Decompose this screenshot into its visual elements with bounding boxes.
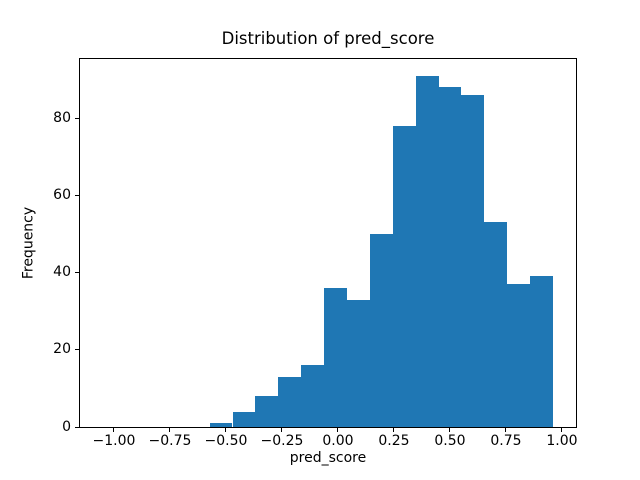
x-axis-tick-mark — [281, 428, 283, 432]
y-axis-tick-mark — [75, 426, 79, 428]
y-axis-tick-label: 60 — [53, 186, 71, 203]
y-axis-label: Frequency — [20, 206, 37, 280]
y-axis-tick-label: 80 — [53, 109, 71, 126]
x-axis-tick-label: 0.25 — [378, 433, 410, 449]
histogram-bar — [278, 376, 302, 427]
x-axis-tick-mark — [505, 428, 507, 432]
y-axis-tick-label: 0 — [62, 418, 71, 435]
y-axis-tick-mark — [75, 349, 79, 351]
histogram-bar — [209, 423, 233, 427]
x-axis-tick-label: −0.75 — [148, 433, 192, 449]
x-axis-tick-mark — [561, 428, 563, 432]
x-axis-tick-label: 1.00 — [546, 433, 578, 449]
y-axis-tick-mark — [75, 194, 79, 196]
x-axis-tick-label: −0.25 — [260, 433, 304, 449]
y-axis-tick-mark — [75, 117, 79, 119]
y-axis-tick-label: 20 — [53, 341, 71, 358]
x-axis-tick-label: −1.00 — [92, 433, 136, 449]
x-axis-tick-label: 0.75 — [490, 433, 522, 449]
histogram-bar — [438, 87, 462, 427]
histogram-bar — [255, 396, 279, 427]
histogram-bar — [461, 94, 485, 427]
histogram-bar — [369, 233, 393, 427]
histogram-bar — [301, 365, 325, 427]
x-axis-tick-label: −0.50 — [204, 433, 248, 449]
histogram-bar — [232, 411, 256, 427]
histogram-bar — [346, 299, 370, 427]
y-axis-tick-label: 40 — [53, 264, 71, 281]
x-axis-tick-mark — [393, 428, 395, 432]
x-axis-tick-mark — [449, 428, 451, 432]
x-axis-tick-mark — [169, 428, 171, 432]
chart-title: Distribution of pred_score — [221, 29, 435, 48]
x-axis-tick-mark — [113, 428, 115, 432]
histogram-bar — [530, 276, 554, 427]
histogram-bar — [392, 125, 416, 427]
x-axis-tick-mark — [225, 428, 227, 432]
x-axis-tick-label: 0.50 — [434, 433, 466, 449]
x-axis-tick-label: 0.00 — [322, 433, 354, 449]
histogram-bar — [324, 287, 347, 427]
y-axis-tick-mark — [75, 272, 79, 274]
x-axis-label: pred_score — [289, 450, 367, 466]
x-axis-tick-mark — [337, 428, 339, 432]
histogram-bar — [507, 284, 531, 427]
histogram-bar — [484, 222, 508, 427]
histogram-bar — [415, 75, 439, 427]
plot-area — [79, 58, 576, 427]
